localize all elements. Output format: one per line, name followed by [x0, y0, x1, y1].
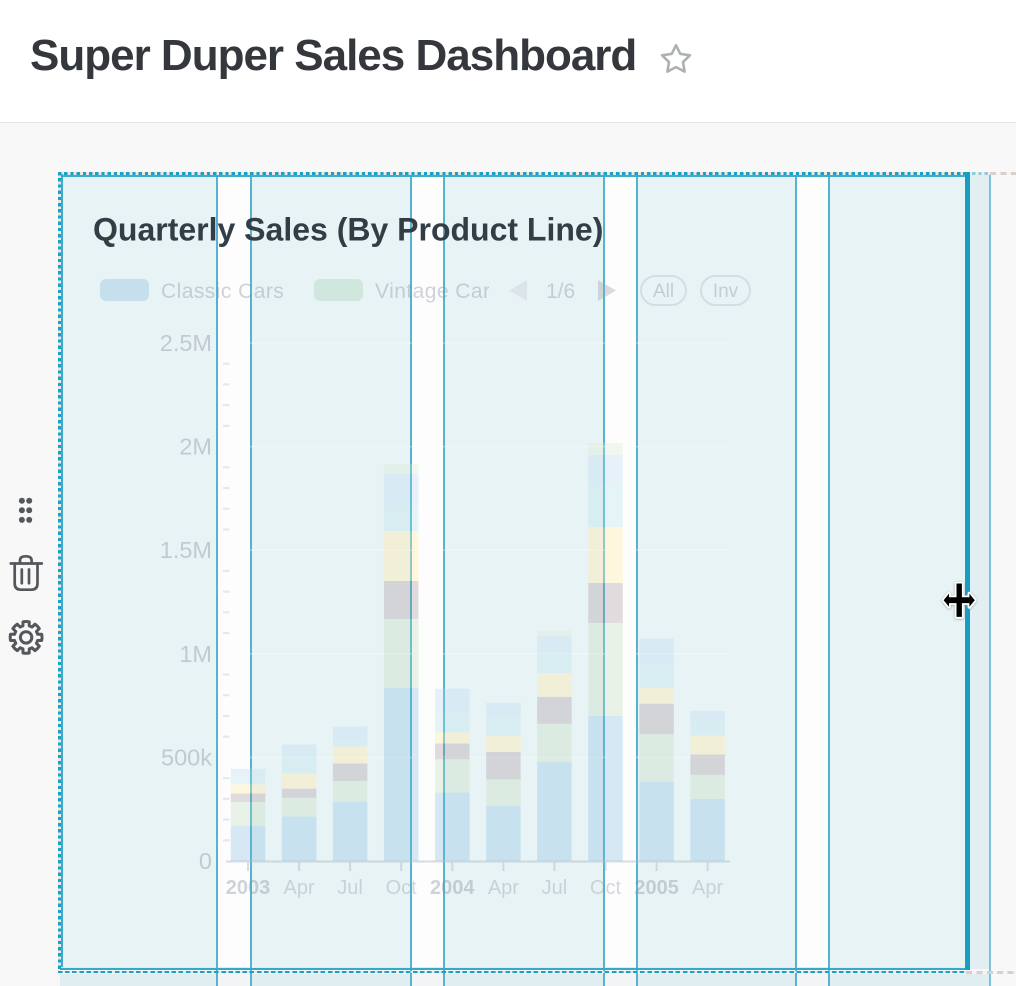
svg-text:All: All — [653, 281, 674, 302]
svg-text:2M: 2M — [179, 434, 212, 460]
svg-text:2.5M: 2.5M — [160, 330, 212, 356]
svg-text:Apr: Apr — [488, 877, 519, 899]
svg-text:Quarterly Sales (By Product Li: Quarterly Sales (By Product Line) — [93, 212, 603, 248]
svg-text:Jul: Jul — [337, 877, 363, 899]
svg-text:Oct: Oct — [386, 877, 418, 899]
svg-text:2004: 2004 — [430, 877, 475, 899]
svg-text:Inv: Inv — [713, 281, 739, 302]
svg-text:2003: 2003 — [226, 877, 271, 899]
svg-text:Apr: Apr — [284, 877, 315, 899]
svg-text:1/6: 1/6 — [546, 280, 575, 303]
svg-text:Classic Cars: Classic Cars — [161, 280, 284, 303]
svg-text:Oct: Oct — [590, 877, 622, 899]
svg-text:1M: 1M — [179, 641, 212, 667]
svg-text:0: 0 — [199, 848, 212, 874]
svg-text:Vintage Cars: Vintage Cars — [375, 280, 501, 303]
svg-text:Jul: Jul — [542, 877, 568, 899]
svg-text:Apr: Apr — [692, 877, 723, 899]
svg-text:2005: 2005 — [634, 877, 679, 899]
svg-text:500k: 500k — [161, 744, 212, 770]
svg-text:1.5M: 1.5M — [160, 537, 212, 563]
